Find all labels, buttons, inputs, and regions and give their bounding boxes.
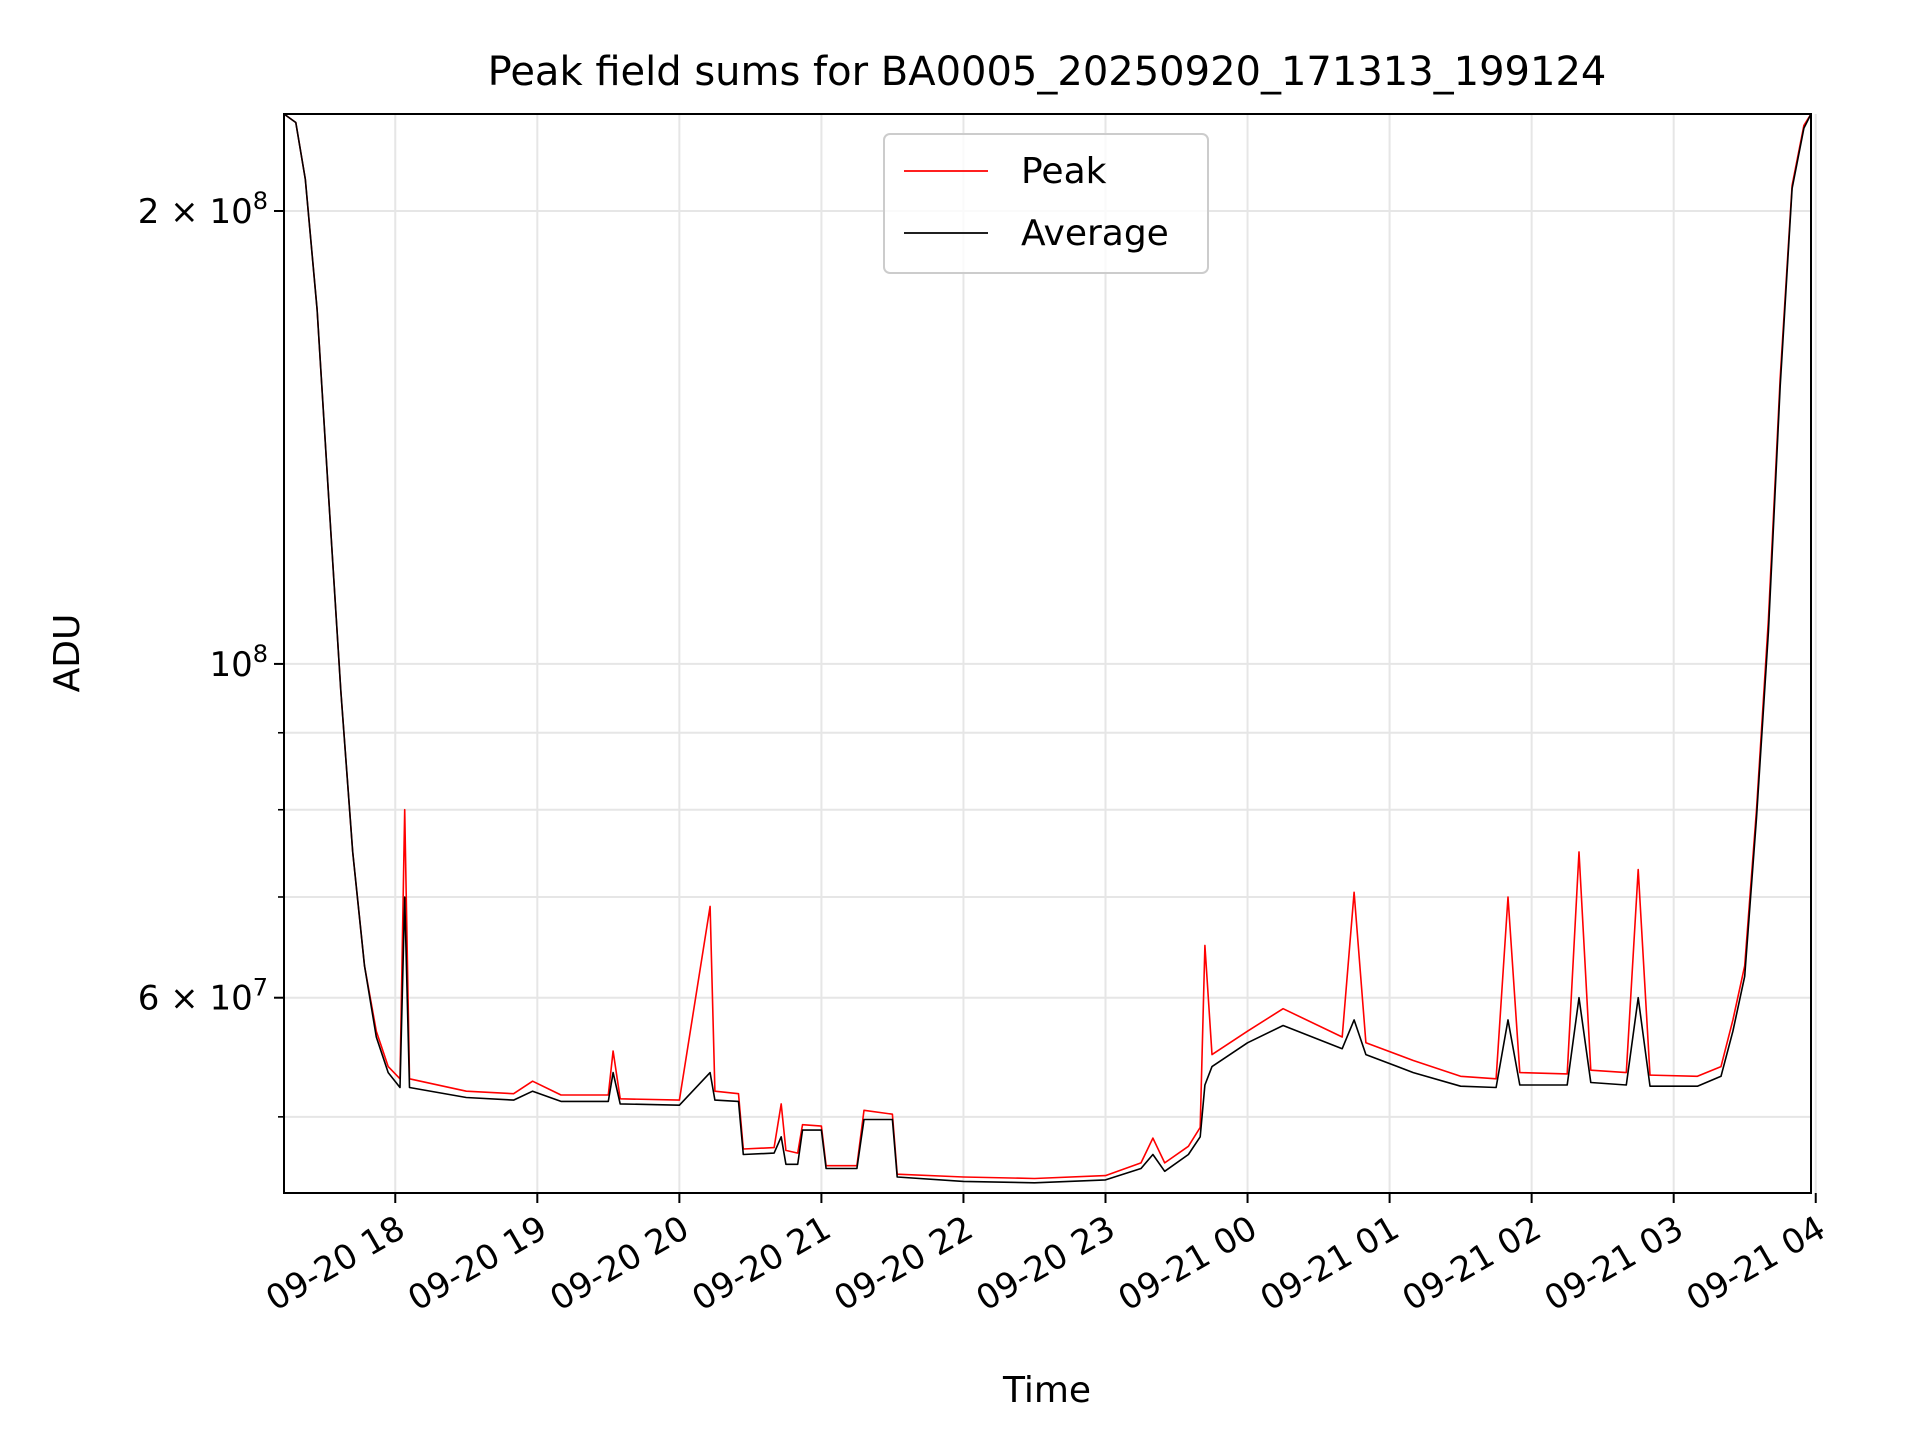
y-axis: 6 × 107 108 2 × 108	[138, 187, 284, 1118]
series-lines	[283, 113, 1812, 1184]
x-axis-label: Time	[1002, 1370, 1091, 1411]
legend-label-average: Average	[1021, 213, 1169, 254]
y-tick-label: 2 × 108	[138, 187, 268, 232]
legend-label-peak: Peak	[1021, 151, 1107, 192]
plot-background	[284, 114, 1811, 1193]
grid-lines	[284, 114, 1817, 1193]
plot-area	[283, 113, 1817, 1194]
chart-title: Peak field sums for BA0005_20250920_1713…	[488, 49, 1607, 95]
plot-frame	[283, 113, 1812, 1194]
y-axis-label: ADU	[47, 614, 88, 693]
legend: Peak Average	[883, 133, 1209, 274]
legend-box	[883, 133, 1209, 274]
y-tick-label: 6 × 107	[138, 974, 268, 1019]
series-line-average	[283, 113, 1812, 1184]
y-tick-label: 108	[209, 640, 268, 685]
